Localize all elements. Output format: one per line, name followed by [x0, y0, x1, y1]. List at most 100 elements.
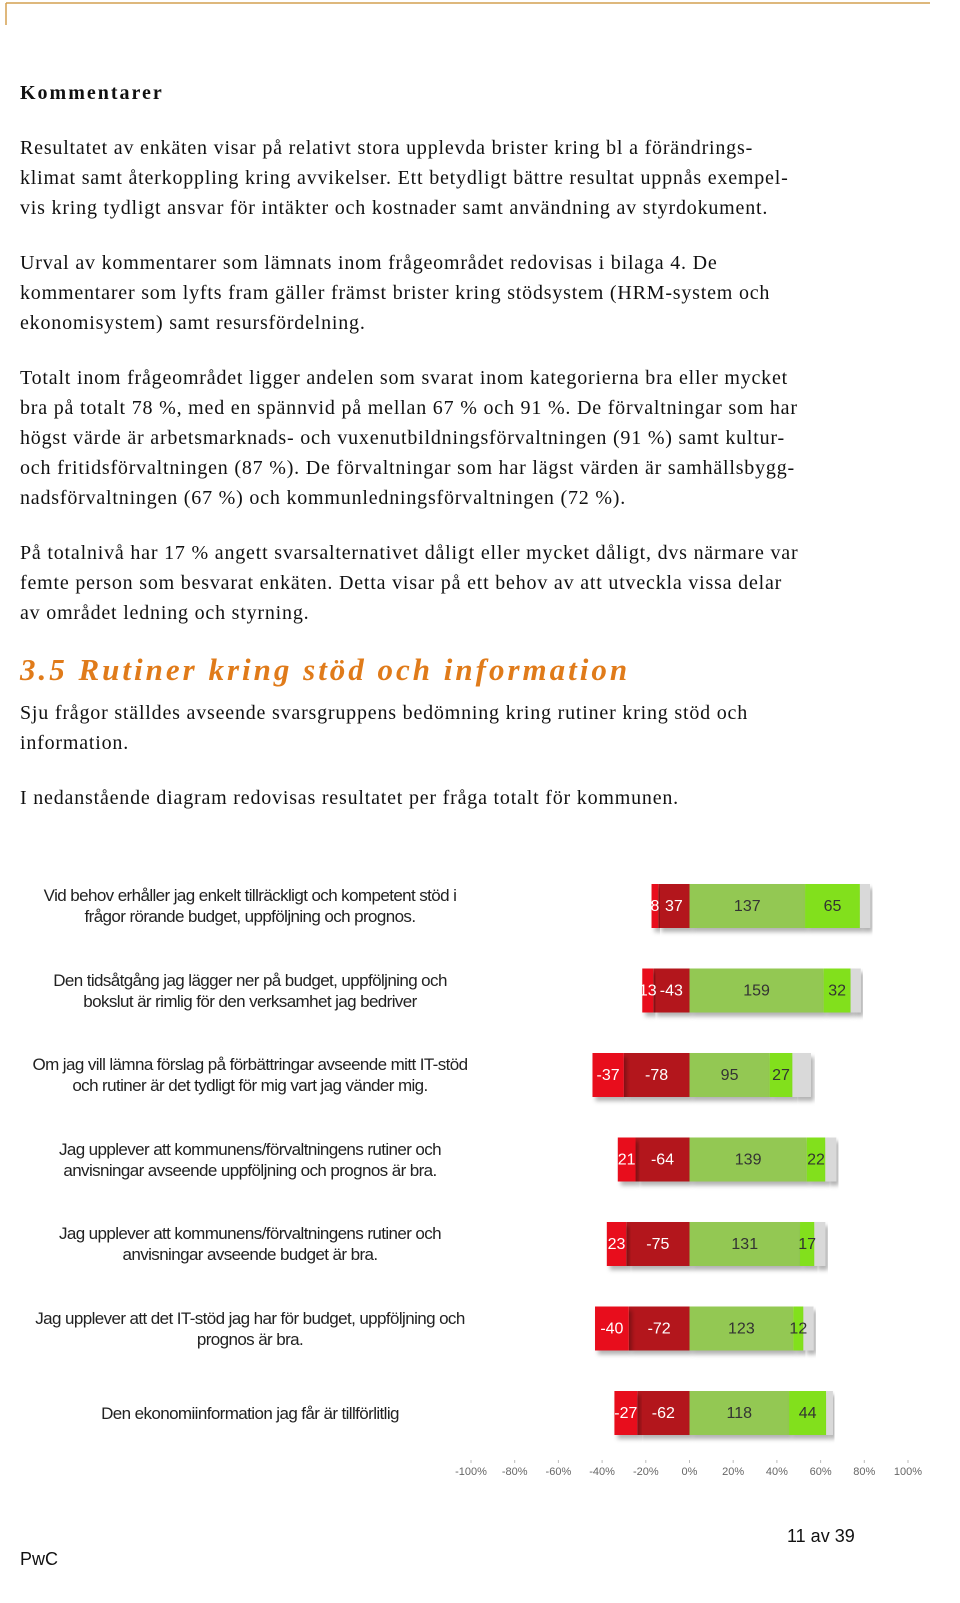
bar-segment [658, 884, 690, 928]
bar-segment [803, 1306, 814, 1351]
paragraph-line: bra på totalt 78 %, med en spännvid på m… [20, 397, 798, 419]
paragraph-line: ekonomisystem) samt resursfördelning. [20, 312, 366, 334]
chart: -100% -80% -60% -40% -20% 0% 20% 40% 60% 80% 100% 3… [455, 884, 922, 1478]
paragraph-line: och fritidsförvaltningen (87 %). De förv… [20, 457, 795, 479]
value-label: 137 [734, 898, 761, 915]
paragraph-line: Urval av kommentarer som lämnats inom fr… [20, 252, 718, 274]
value-label: 139 [735, 1152, 762, 1169]
bar-segment [689, 1306, 794, 1351]
bar-segment [689, 1053, 770, 1097]
category-label: Vid behov erhåller jag enkelt tillräckli… [43, 886, 457, 926]
x-tick-label: -60% [546, 1466, 572, 1478]
paragraph-line: Resultatet av enkäten visar på relativt … [20, 137, 754, 159]
value-label: 8 [650, 898, 659, 915]
bar-segment [814, 1222, 826, 1266]
paragraph-line: av området ledning och styrning. [20, 602, 310, 624]
paragraph-line: På totalnivå har 17 % angett svarsaltern… [20, 542, 799, 564]
comments-title: Kommentarer [20, 82, 164, 104]
x-tick-label: -40% [589, 1466, 615, 1478]
bar-segment [595, 1306, 629, 1351]
section-title: 3.5 Rutiner kring stöd och information [20, 652, 631, 687]
bar-segment [651, 884, 659, 928]
category-label: Om jag vill lämna förslag på förbättring… [32, 1055, 469, 1095]
bar-segment [823, 968, 851, 1013]
category-label: Den ekonomiinformation jag får är tillfö… [101, 1403, 399, 1423]
value-label: 17 [798, 1236, 816, 1253]
bar-segment [592, 1053, 624, 1097]
category-label: Den tidsåtgång jag lägger ner på budget,… [53, 970, 447, 1011]
bar-segment [623, 1053, 690, 1097]
bar-segment [637, 1391, 690, 1435]
value-label: 13 [639, 983, 657, 1000]
value-label: 118 [727, 1405, 753, 1422]
x-tick-label: 20% [722, 1466, 744, 1478]
paragraph-line: Sju frågor ställdes avseende svarsgruppe… [20, 702, 748, 724]
bar-segment [789, 1391, 827, 1435]
bar-segment [806, 1137, 826, 1182]
bar-segment [626, 1222, 690, 1266]
paragraph-line: högst värde är arbetsmarknads- och vuxen… [20, 427, 785, 449]
bar-segment [859, 884, 871, 928]
category-label: Jag upplever att kommunens/förvaltningen… [58, 1224, 442, 1264]
bar-segment [792, 1053, 811, 1097]
value-label: 32 [828, 983, 846, 1000]
paragraph-line: klimat samt återkoppling kring avvikelse… [20, 167, 789, 189]
category-label: Jag upplever att det IT-stöd jag har för… [35, 1308, 465, 1349]
page-number: 11 av 39 [787, 1526, 855, 1546]
x-tick-label: 40% [766, 1466, 788, 1478]
value-label: -78 [645, 1067, 668, 1084]
bar-segment [850, 968, 861, 1013]
bar-segment [642, 968, 654, 1013]
value-label: -72 [648, 1321, 671, 1338]
bar-segment [689, 968, 824, 1013]
paragraph-line: I nedanstående diagram redovisas resulta… [20, 787, 679, 809]
value-label: 95 [721, 1067, 739, 1084]
value-label: 23 [608, 1236, 626, 1253]
bar-segment [800, 1222, 815, 1266]
top-border [5, 2, 930, 25]
value-label: 44 [799, 1405, 817, 1422]
paragraph-line: vis kring tydligt ansvar för intäkter oc… [20, 197, 769, 219]
bar-segment [689, 1391, 790, 1435]
bar-segment [614, 1391, 638, 1435]
x-tick-label: -20% [633, 1466, 659, 1478]
value-label: -62 [652, 1405, 675, 1422]
value-label: 37 [665, 898, 683, 915]
x-tick-label: 100% [894, 1466, 922, 1478]
bar-segment [805, 884, 860, 928]
bar-segment [689, 884, 806, 928]
bar-segment [769, 1053, 793, 1097]
x-tick-label: 0% [682, 1466, 698, 1478]
paragraph-line: nadsförvaltningen (67 %) och kommunledni… [20, 487, 627, 509]
value-label: 123 [728, 1321, 755, 1338]
bar-segment [826, 1391, 833, 1435]
value-label: 131 [731, 1236, 758, 1253]
bar-segment [653, 968, 690, 1013]
bar-segment [689, 1222, 801, 1266]
value-label: 21 [618, 1152, 636, 1169]
value-label: 27 [772, 1067, 790, 1084]
value-label: 159 [743, 983, 770, 1000]
value-label: 12 [789, 1321, 807, 1338]
paragraph-line: femte person som besvarat enkäten. Detta… [20, 572, 783, 594]
value-label: -37 [597, 1067, 620, 1084]
paragraph-line: kommentarer som lyfts fram gäller främst… [20, 282, 771, 304]
bar-segment [635, 1137, 690, 1182]
value-label: -75 [646, 1236, 669, 1253]
bar-segment [628, 1306, 690, 1351]
x-tick-label: -100% [455, 1466, 487, 1478]
x-tick-label: 60% [810, 1466, 832, 1478]
bar-segment [825, 1137, 837, 1182]
paragraph-line: Totalt inom frågeområdet ligger andelen … [20, 367, 788, 389]
bar-segment [606, 1222, 627, 1266]
brand: PwC [20, 1549, 59, 1569]
value-label: -64 [651, 1152, 674, 1169]
value-label: -43 [660, 983, 683, 1000]
x-tick-label: 80% [853, 1466, 875, 1478]
bar-segment [617, 1137, 636, 1182]
value-label: 22 [807, 1152, 825, 1169]
x-tick-label: -80% [502, 1466, 528, 1478]
value-label: 65 [824, 898, 842, 915]
paragraph-line: information. [20, 732, 130, 754]
